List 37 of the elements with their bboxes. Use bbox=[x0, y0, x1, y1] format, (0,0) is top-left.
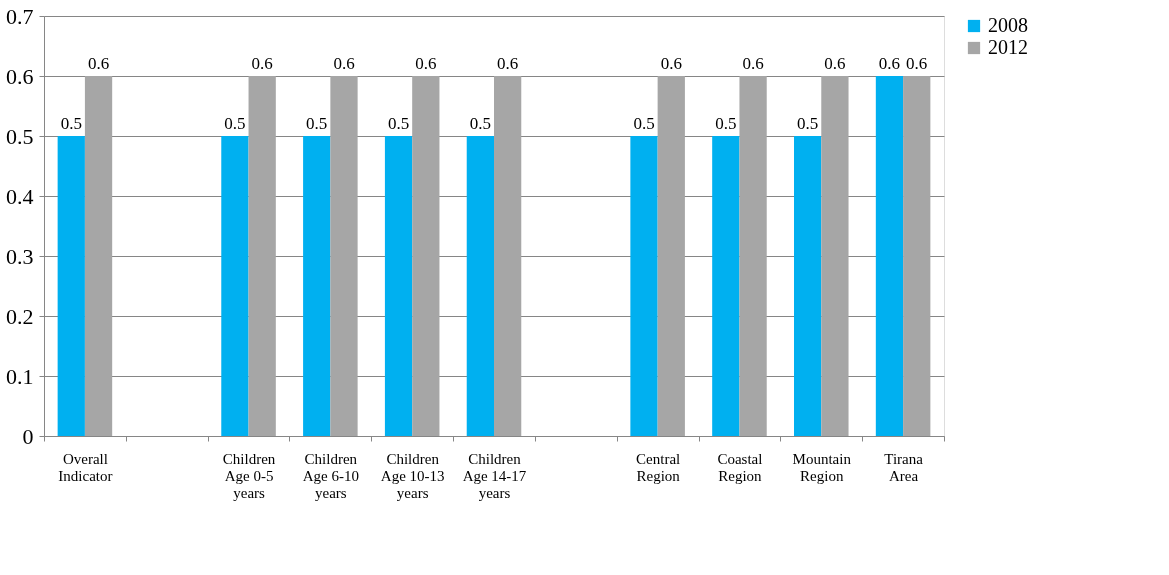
x-tick-label: Children Age 14-17 years bbox=[462, 450, 527, 501]
x-tick-label: Children Age 10-13 years bbox=[380, 450, 445, 501]
y-tick-label: 0.2 bbox=[6, 303, 34, 329]
data-label: 0.6 bbox=[906, 54, 928, 73]
data-label: 0.5 bbox=[60, 114, 82, 133]
data-label: 0.5 bbox=[469, 114, 491, 133]
data-label: 0.5 bbox=[306, 114, 328, 133]
data-label: 0.6 bbox=[251, 54, 273, 73]
y-tick-label: 0.4 bbox=[6, 183, 34, 209]
data-label: 0.5 bbox=[797, 114, 819, 133]
x-tick-label: Coastal Region bbox=[717, 450, 763, 484]
y-tick-label: 0.1 bbox=[6, 363, 34, 389]
data-label: 0.5 bbox=[224, 114, 246, 133]
legend-label: 2008 bbox=[988, 14, 1028, 36]
data-label: 0.6 bbox=[87, 54, 110, 73]
y-tick-label: 0.7 bbox=[6, 3, 34, 29]
data-label: 0.6 bbox=[878, 54, 901, 73]
data-label: 0.6 bbox=[824, 54, 846, 73]
x-tick-label: Children Age 0-5 years bbox=[222, 450, 276, 501]
data-label: 0.6 bbox=[660, 54, 682, 73]
y-tick-label: 0 bbox=[22, 423, 34, 449]
data-label: 0.6 bbox=[333, 54, 355, 73]
data-label: 0.5 bbox=[715, 114, 737, 133]
x-tick-label: Overall Indicator bbox=[58, 450, 113, 484]
y-tick-label: 0.6 bbox=[6, 63, 34, 89]
data-label: 0.6 bbox=[742, 54, 764, 73]
y-tick-label: 0.5 bbox=[6, 123, 34, 149]
data-label: 0.6 bbox=[497, 54, 519, 73]
x-tick-label: Central Region bbox=[636, 450, 681, 484]
y-tick-label: 0.3 bbox=[6, 243, 34, 269]
legend-label: 2012 bbox=[988, 36, 1028, 58]
x-tick-label: Tirana Area bbox=[884, 450, 924, 484]
x-tick-label: Children Age 6-10 years bbox=[302, 450, 359, 501]
data-label: 0.5 bbox=[633, 114, 655, 133]
data-label: 0.6 bbox=[415, 54, 437, 73]
data-label: 0.5 bbox=[387, 114, 410, 133]
x-tick-label: Mountain Region bbox=[792, 450, 852, 484]
